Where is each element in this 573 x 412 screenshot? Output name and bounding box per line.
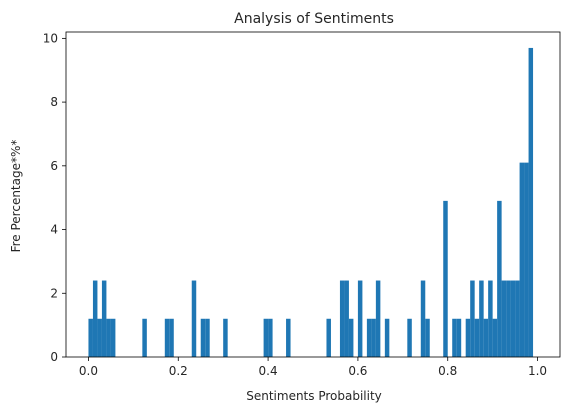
histogram-bar [488,280,493,357]
x-tick-label: 0.2 [169,364,188,378]
y-tick-label: 4 [50,223,58,237]
histogram-bar [510,280,516,357]
histogram-bar [501,280,507,357]
x-tick-label: 1.0 [528,364,547,378]
histogram-bar [164,318,170,357]
histogram-bar [169,318,174,357]
x-tick-label: 0.8 [438,364,457,378]
histogram-bar [465,318,471,357]
histogram-bar [191,280,197,357]
x-tick-label: 0.4 [259,364,278,378]
histogram-bar [456,318,462,357]
histogram-bar [286,318,291,357]
histogram-bar [205,318,210,357]
y-tick-label: 6 [50,159,58,173]
histogram-bar [142,318,147,357]
y-tick-label: 10 [43,31,58,45]
histogram-bar [519,162,525,357]
histogram-bar [200,318,206,357]
histogram-bar [348,318,354,357]
histogram-bar [110,318,116,357]
histogram-bar [357,280,363,357]
y-tick-label: 2 [50,286,58,300]
histogram-bar [470,280,475,357]
histogram-bar [366,318,372,357]
plot-frame [65,31,561,358]
histogram-bar [371,318,376,357]
histogram-bar [223,318,228,357]
histogram-bar [344,280,349,357]
y-axis-ticks: 0 2 4 6 8 10 [43,31,66,364]
histogram-bar [492,318,498,357]
y-tick-label: 0 [50,350,58,364]
histogram-bar [88,318,93,357]
histogram-bar [106,318,111,357]
histogram-bar [483,318,489,357]
histogram-bar [474,318,480,357]
histogram-bar [339,280,345,357]
histogram-bar [326,318,331,357]
histogram-bar [497,200,502,357]
histogram-bar [101,280,107,357]
histogram-bar [506,280,511,357]
histogram-bar [92,280,98,357]
histogram-bar [384,318,390,357]
histogram-bar [407,318,412,357]
histogram-bar [524,162,529,357]
x-tick-label: 0.6 [348,364,367,378]
y-axis-label: Fre Percentage*%* [9,140,23,253]
x-axis-label: Sentiments Probability [246,389,382,403]
histogram-bar [479,280,484,357]
histogram-bar [443,200,448,357]
histogram-bar [452,318,457,357]
x-axis-ticks: 0.0 0.2 0.4 0.6 0.8 1.0 [79,357,547,378]
chart-title: Analysis of Sentiments [234,11,394,27]
histogram-bar [420,280,426,357]
histogram-bar [528,47,534,358]
x-tick-label: 0.0 [79,364,98,378]
bars-group [88,47,534,358]
histogram-bar [263,318,269,357]
histogram-bar [375,280,381,357]
histogram-bar [425,318,430,357]
histogram-bar [268,318,273,357]
histogram-bar [515,280,520,357]
histogram-bar [97,318,102,357]
y-tick-label: 8 [50,95,58,109]
